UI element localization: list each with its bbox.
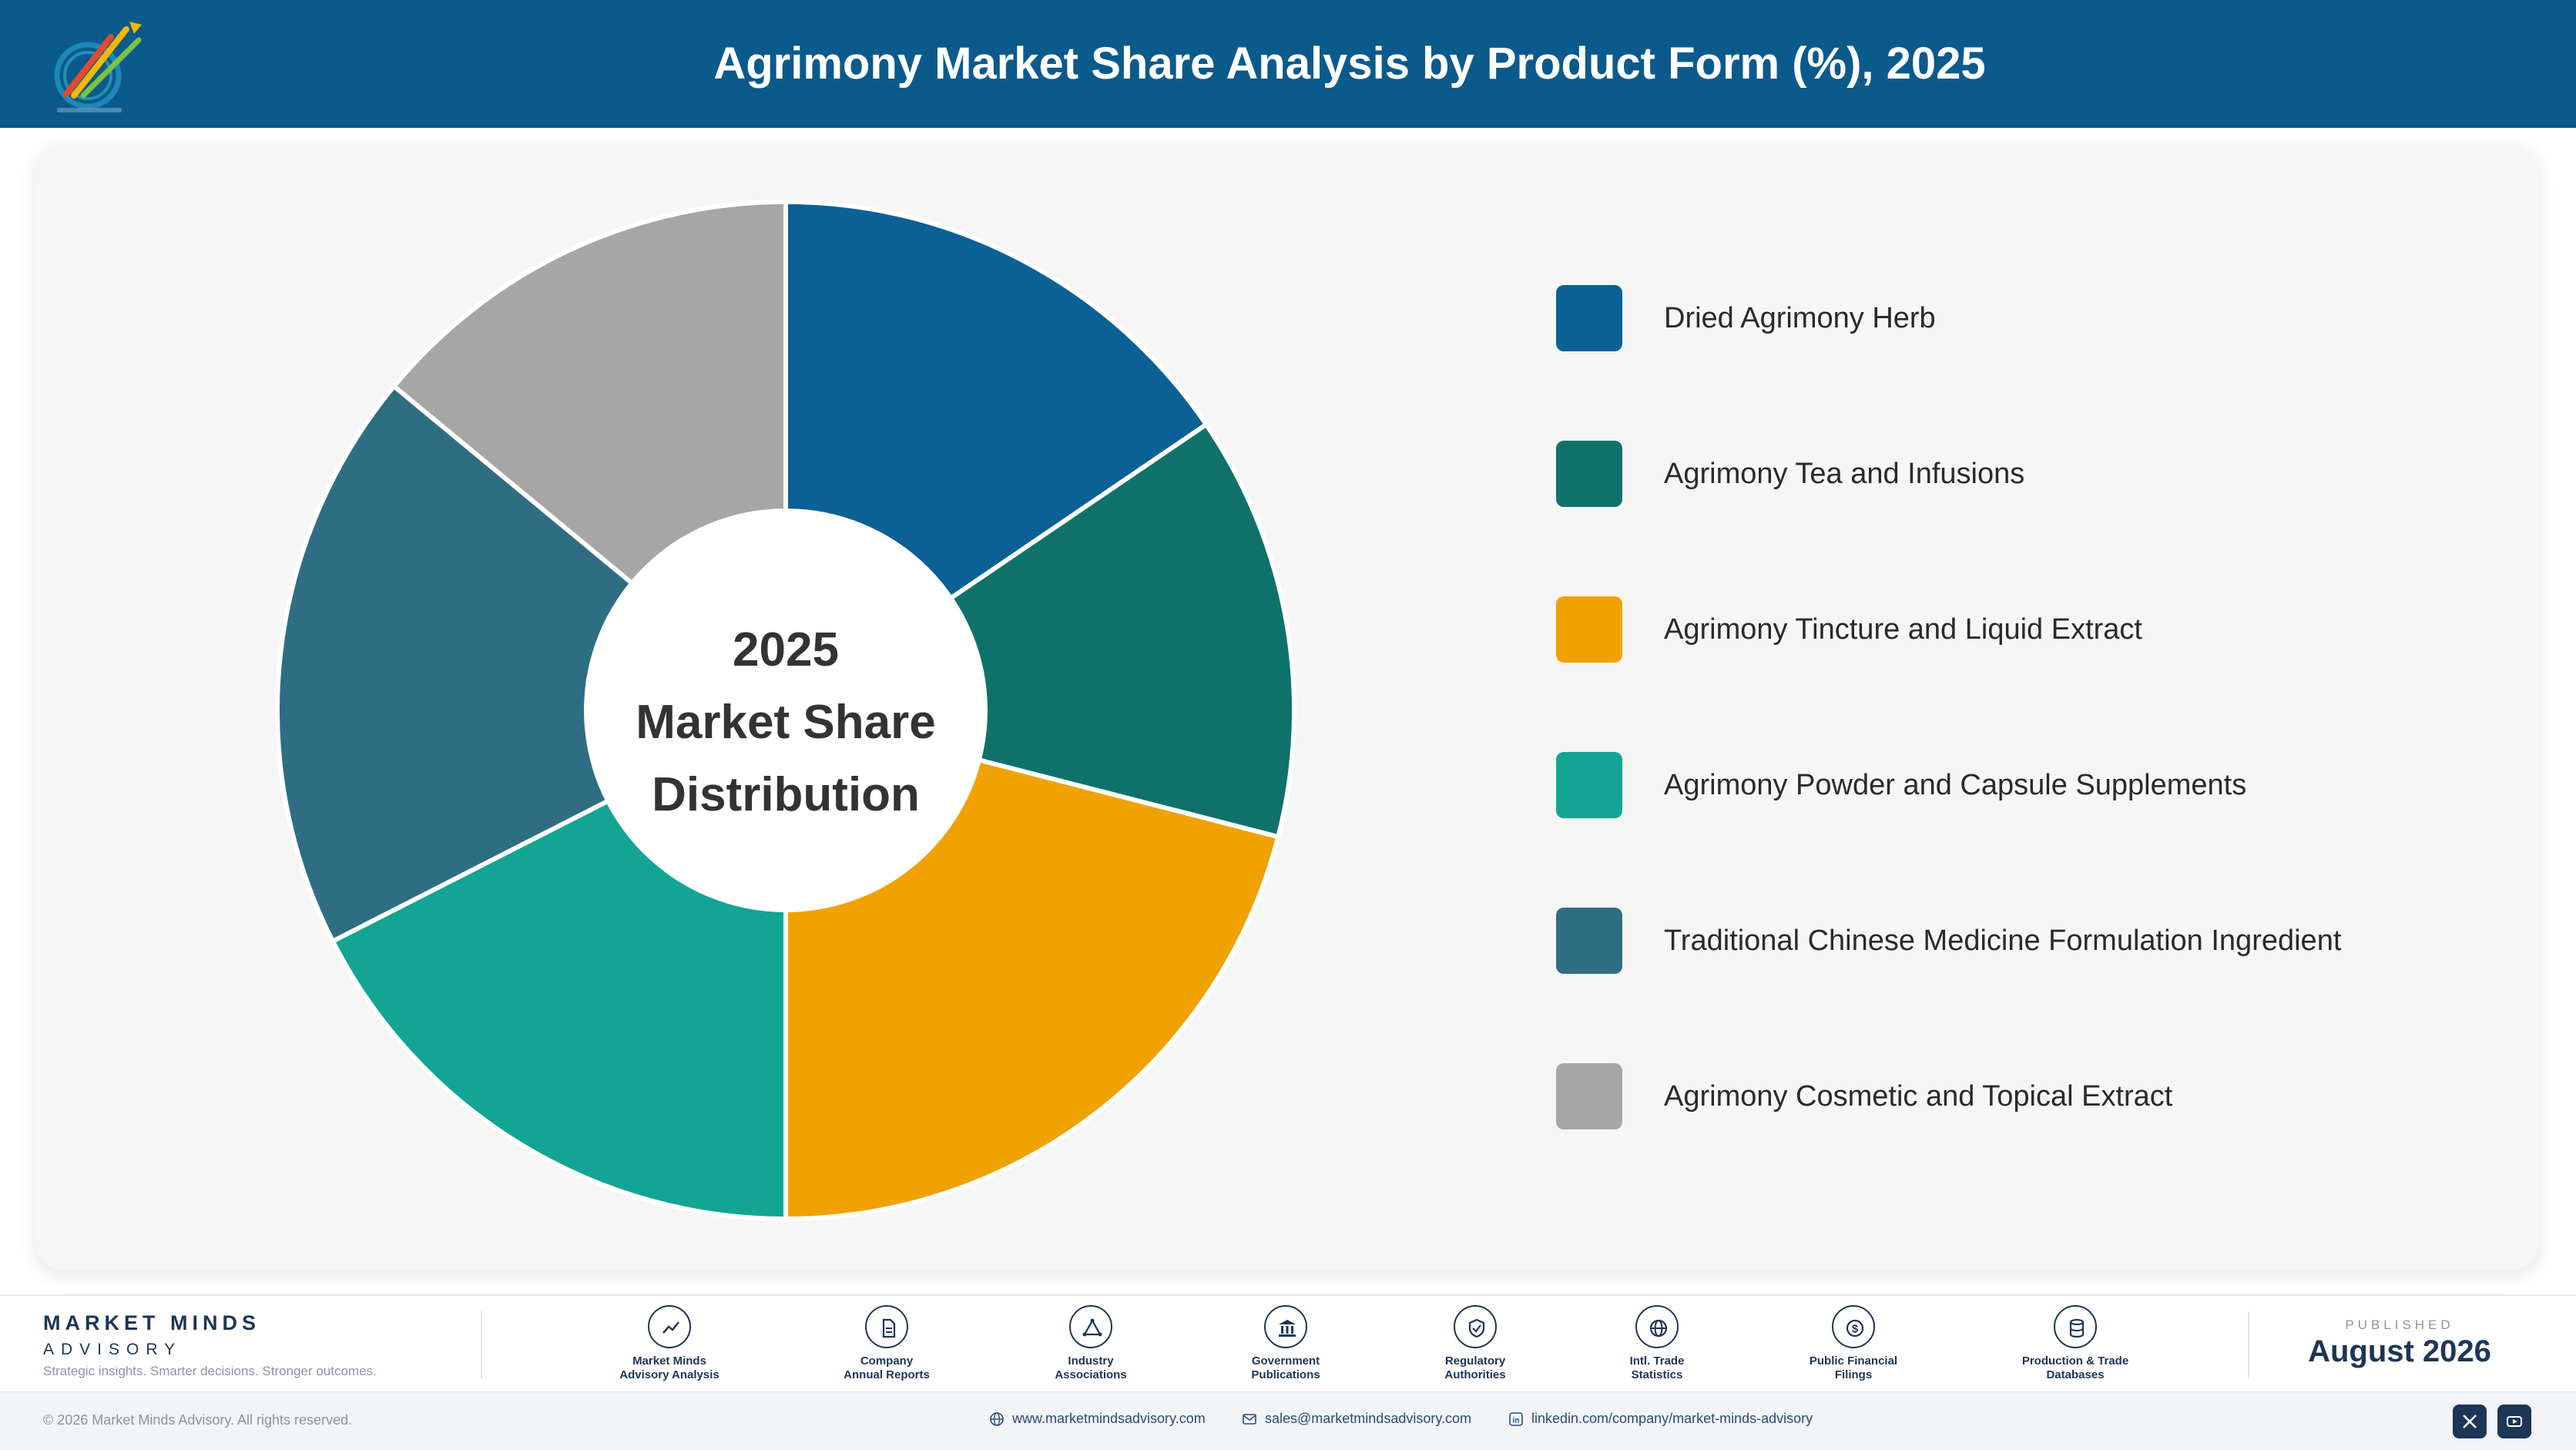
website-text: www.marketmindsadvisory.com bbox=[1012, 1411, 1206, 1426]
legend-item: Agrimony Powder and Capsule Supplements bbox=[1556, 752, 2480, 820]
source-label-line-1: Company bbox=[860, 1354, 914, 1368]
source-label-line-2: Statistics bbox=[1631, 1368, 1683, 1381]
shield-check-icon bbox=[1454, 1305, 1497, 1348]
source-production-trade-databases: Production & Trade Databases bbox=[1983, 1305, 2168, 1382]
legend-swatch bbox=[1556, 285, 1622, 351]
source-label-line-1: Production & Trade bbox=[2021, 1354, 2129, 1368]
center-text-line-2: Market Share bbox=[636, 696, 935, 749]
source-market-minds-analysis: Market Minds Advisory Analysis bbox=[577, 1305, 762, 1382]
brand-tagline: Strategic insights. Smarter decisions. S… bbox=[43, 1364, 377, 1378]
linkedin-text: linkedin.com/company/market-minds-adviso… bbox=[1531, 1411, 1813, 1426]
footer-band: MARKET MINDS ADVISORY Strategic insights… bbox=[0, 1294, 2576, 1390]
linkedin-link[interactable]: in linkedin.com/company/market-minds-advi… bbox=[1508, 1411, 1813, 1427]
svg-text:in: in bbox=[1513, 1417, 1520, 1425]
legend-label: Traditional Chinese Medicine Formulation… bbox=[1664, 925, 2342, 957]
legend-swatch bbox=[1556, 1063, 1622, 1129]
legend-label: Dried Agrimony Herb bbox=[1664, 302, 1936, 334]
source-regulatory-authorities: Regulatory Authorities bbox=[1383, 1305, 1568, 1382]
pie-slice bbox=[275, 383, 790, 945]
divider bbox=[2248, 1311, 2249, 1379]
center-text-line-3: Distribution bbox=[652, 768, 920, 821]
source-label-line-2: Authorities bbox=[1444, 1368, 1506, 1381]
source-intl-trade-statistics: Intl. Trade Statistics bbox=[1565, 1305, 1749, 1382]
source-label-line-1: Industry bbox=[1068, 1354, 1114, 1368]
youtube-icon[interactable] bbox=[2497, 1405, 2531, 1438]
legend-label: Agrimony Tea and Infusions bbox=[1664, 458, 2025, 490]
source-label-line-2: Publications bbox=[1251, 1368, 1320, 1381]
dollar-coin-icon: $ bbox=[1832, 1305, 1875, 1348]
legend-swatch bbox=[1556, 908, 1622, 974]
legend-label: Agrimony Cosmetic and Topical Extract bbox=[1664, 1080, 2173, 1113]
market-minds-logo-icon bbox=[54, 22, 142, 112]
email-text: sales@marketmindsadvisory.com bbox=[1265, 1411, 1472, 1426]
brand-name: MARKET MINDS bbox=[43, 1311, 260, 1334]
page-title: Agrimony Market Share Analysis by Produc… bbox=[713, 39, 1986, 89]
linkedin-icon: in bbox=[1509, 1412, 1523, 1427]
legend-item: Agrimony Tincture and Liquid Extract bbox=[1556, 596, 2480, 664]
copyright-text: © 2026 Market Minds Advisory. All rights… bbox=[43, 1412, 353, 1428]
legend-swatch bbox=[1556, 441, 1622, 507]
published-label: PUBLISHED bbox=[2345, 1317, 2454, 1332]
source-government-publications: Government Publications bbox=[1193, 1305, 1378, 1382]
source-label-line-2: Advisory Analysis bbox=[619, 1368, 719, 1381]
legend-item: Agrimony Cosmetic and Topical Extract bbox=[1556, 1063, 2480, 1131]
divider bbox=[481, 1311, 482, 1379]
trend-line-icon bbox=[648, 1305, 691, 1348]
legend-label: Agrimony Powder and Capsule Supplements bbox=[1664, 769, 2247, 801]
header-bar: Agrimony Market Share Analysis by Produc… bbox=[0, 0, 2576, 128]
legend-label: Agrimony Tincture and Liquid Extract bbox=[1664, 613, 2142, 646]
legend-swatch bbox=[1556, 596, 1622, 663]
published-date: August 2026 bbox=[2308, 1334, 2491, 1368]
source-label-line-1: Market Minds bbox=[632, 1354, 706, 1368]
source-label-line-1: Government bbox=[1251, 1354, 1320, 1368]
government-building-icon bbox=[1264, 1305, 1307, 1348]
svg-text:$: $ bbox=[1852, 1323, 1859, 1336]
source-label-line-1: Public Financial bbox=[1809, 1354, 1898, 1368]
source-label-line-2: Filings bbox=[1834, 1368, 1873, 1381]
legend-item: Dried Agrimony Herb bbox=[1556, 285, 2480, 353]
email-link[interactable]: sales@marketmindsadvisory.com bbox=[1242, 1411, 1471, 1427]
legend-item: Traditional Chinese Medicine Formulation… bbox=[1556, 908, 2480, 975]
source-public-financial-filings: $ Public Financial Filings bbox=[1761, 1305, 1946, 1382]
legend-swatch bbox=[1556, 752, 1622, 818]
database-icon bbox=[2054, 1305, 2097, 1348]
source-company-reports: Company Annual Reports bbox=[794, 1305, 979, 1382]
globe-icon bbox=[1635, 1305, 1679, 1348]
source-label-line-1: Intl. Trade bbox=[1629, 1354, 1685, 1368]
network-icon bbox=[1069, 1305, 1112, 1348]
brand-subtitle: ADVISORY bbox=[43, 1341, 183, 1358]
donut-chart: 2025 Market Share Distribution bbox=[275, 202, 1294, 1219]
x-icon[interactable] bbox=[2453, 1405, 2487, 1438]
bottom-strip: © 2026 Market Minds Advisory. All rights… bbox=[0, 1391, 2576, 1450]
source-industry-associations: Industry Associations bbox=[998, 1305, 1183, 1382]
legend-item: Agrimony Tea and Infusions bbox=[1556, 441, 2480, 509]
mail-icon bbox=[1243, 1414, 1256, 1425]
donut-hole bbox=[584, 509, 988, 912]
website-link[interactable]: www.marketmindsadvisory.com bbox=[989, 1411, 1206, 1427]
source-label-line-2: Annual Reports bbox=[844, 1368, 930, 1381]
source-label-line-2: Databases bbox=[2046, 1368, 2105, 1381]
globe-icon bbox=[990, 1412, 1004, 1427]
document-icon bbox=[865, 1305, 908, 1348]
center-text-line-1: 2025 bbox=[733, 623, 839, 676]
source-label-line-2: Associations bbox=[1055, 1368, 1127, 1381]
source-label-line-1: Regulatory bbox=[1444, 1354, 1506, 1368]
